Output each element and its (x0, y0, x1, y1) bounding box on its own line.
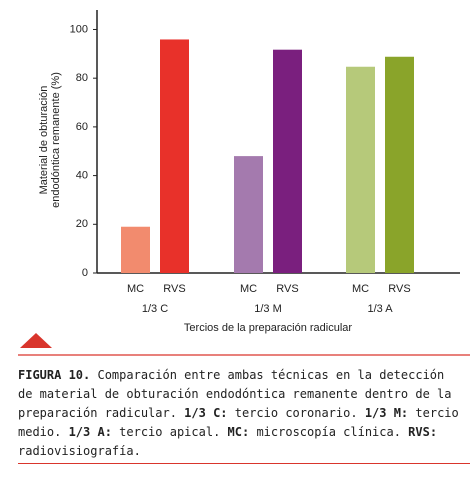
y-tick-label: 40 (76, 169, 88, 181)
caption-bold: MC: (227, 425, 250, 439)
bar (234, 156, 263, 273)
decor-triangle (20, 333, 52, 348)
bar (346, 66, 375, 274)
bar (160, 39, 189, 273)
bar-label: MC (240, 283, 257, 295)
y-tick-label: 0 (82, 267, 88, 279)
x-tick-label: 1/3 C (142, 303, 168, 315)
x-tick-label: 1/3 M (254, 303, 282, 315)
caption: FIGURA 10. Comparación entre ambas técni… (18, 366, 463, 461)
rule (18, 463, 470, 464)
caption-bold: RVS: (408, 425, 438, 439)
y-axis-label-line: Material de obturación (38, 86, 50, 195)
bar-label: RVS (276, 283, 298, 295)
y-tick-label: 80 (76, 72, 88, 84)
bar-label: MC (352, 283, 369, 295)
y-axis-label-line: endodóntica remanente (%) (50, 72, 62, 208)
bar (385, 56, 414, 273)
caption-bold: FIGURA 10. (18, 368, 91, 382)
bar-label: MC (127, 283, 144, 295)
bar-label: RVS (163, 283, 185, 295)
y-tick-label: 100 (70, 23, 88, 35)
chart: Tercios de la preparación radicular Mate… (18, 10, 470, 356)
bar-label: RVS (388, 283, 410, 295)
bar (273, 49, 302, 274)
x-axis-label: Tercios de la preparación radicular (184, 322, 352, 334)
caption-text: microscopía clínica. (249, 425, 409, 439)
x-tick-label: 1/3 A (367, 303, 393, 315)
y-axis-label: Material de obturación endodóntica reman… (38, 72, 62, 208)
caption-text: Comparación entre ambas técnicas en la d… (18, 368, 452, 420)
caption-bold: 1/3 M: (364, 406, 409, 420)
caption-bold: 1/3 C: (184, 406, 228, 420)
caption-text: tercio medio. (18, 406, 459, 439)
caption-text: tercio apical. (111, 425, 228, 439)
y-tick-label: 20 (76, 218, 88, 230)
caption-text: tercio coronario. (227, 406, 365, 420)
y-tick-label: 60 (76, 121, 88, 133)
caption-bold: 1/3 A: (68, 425, 112, 439)
bar (121, 226, 150, 273)
caption-text: radiovisiografía. (18, 444, 141, 458)
